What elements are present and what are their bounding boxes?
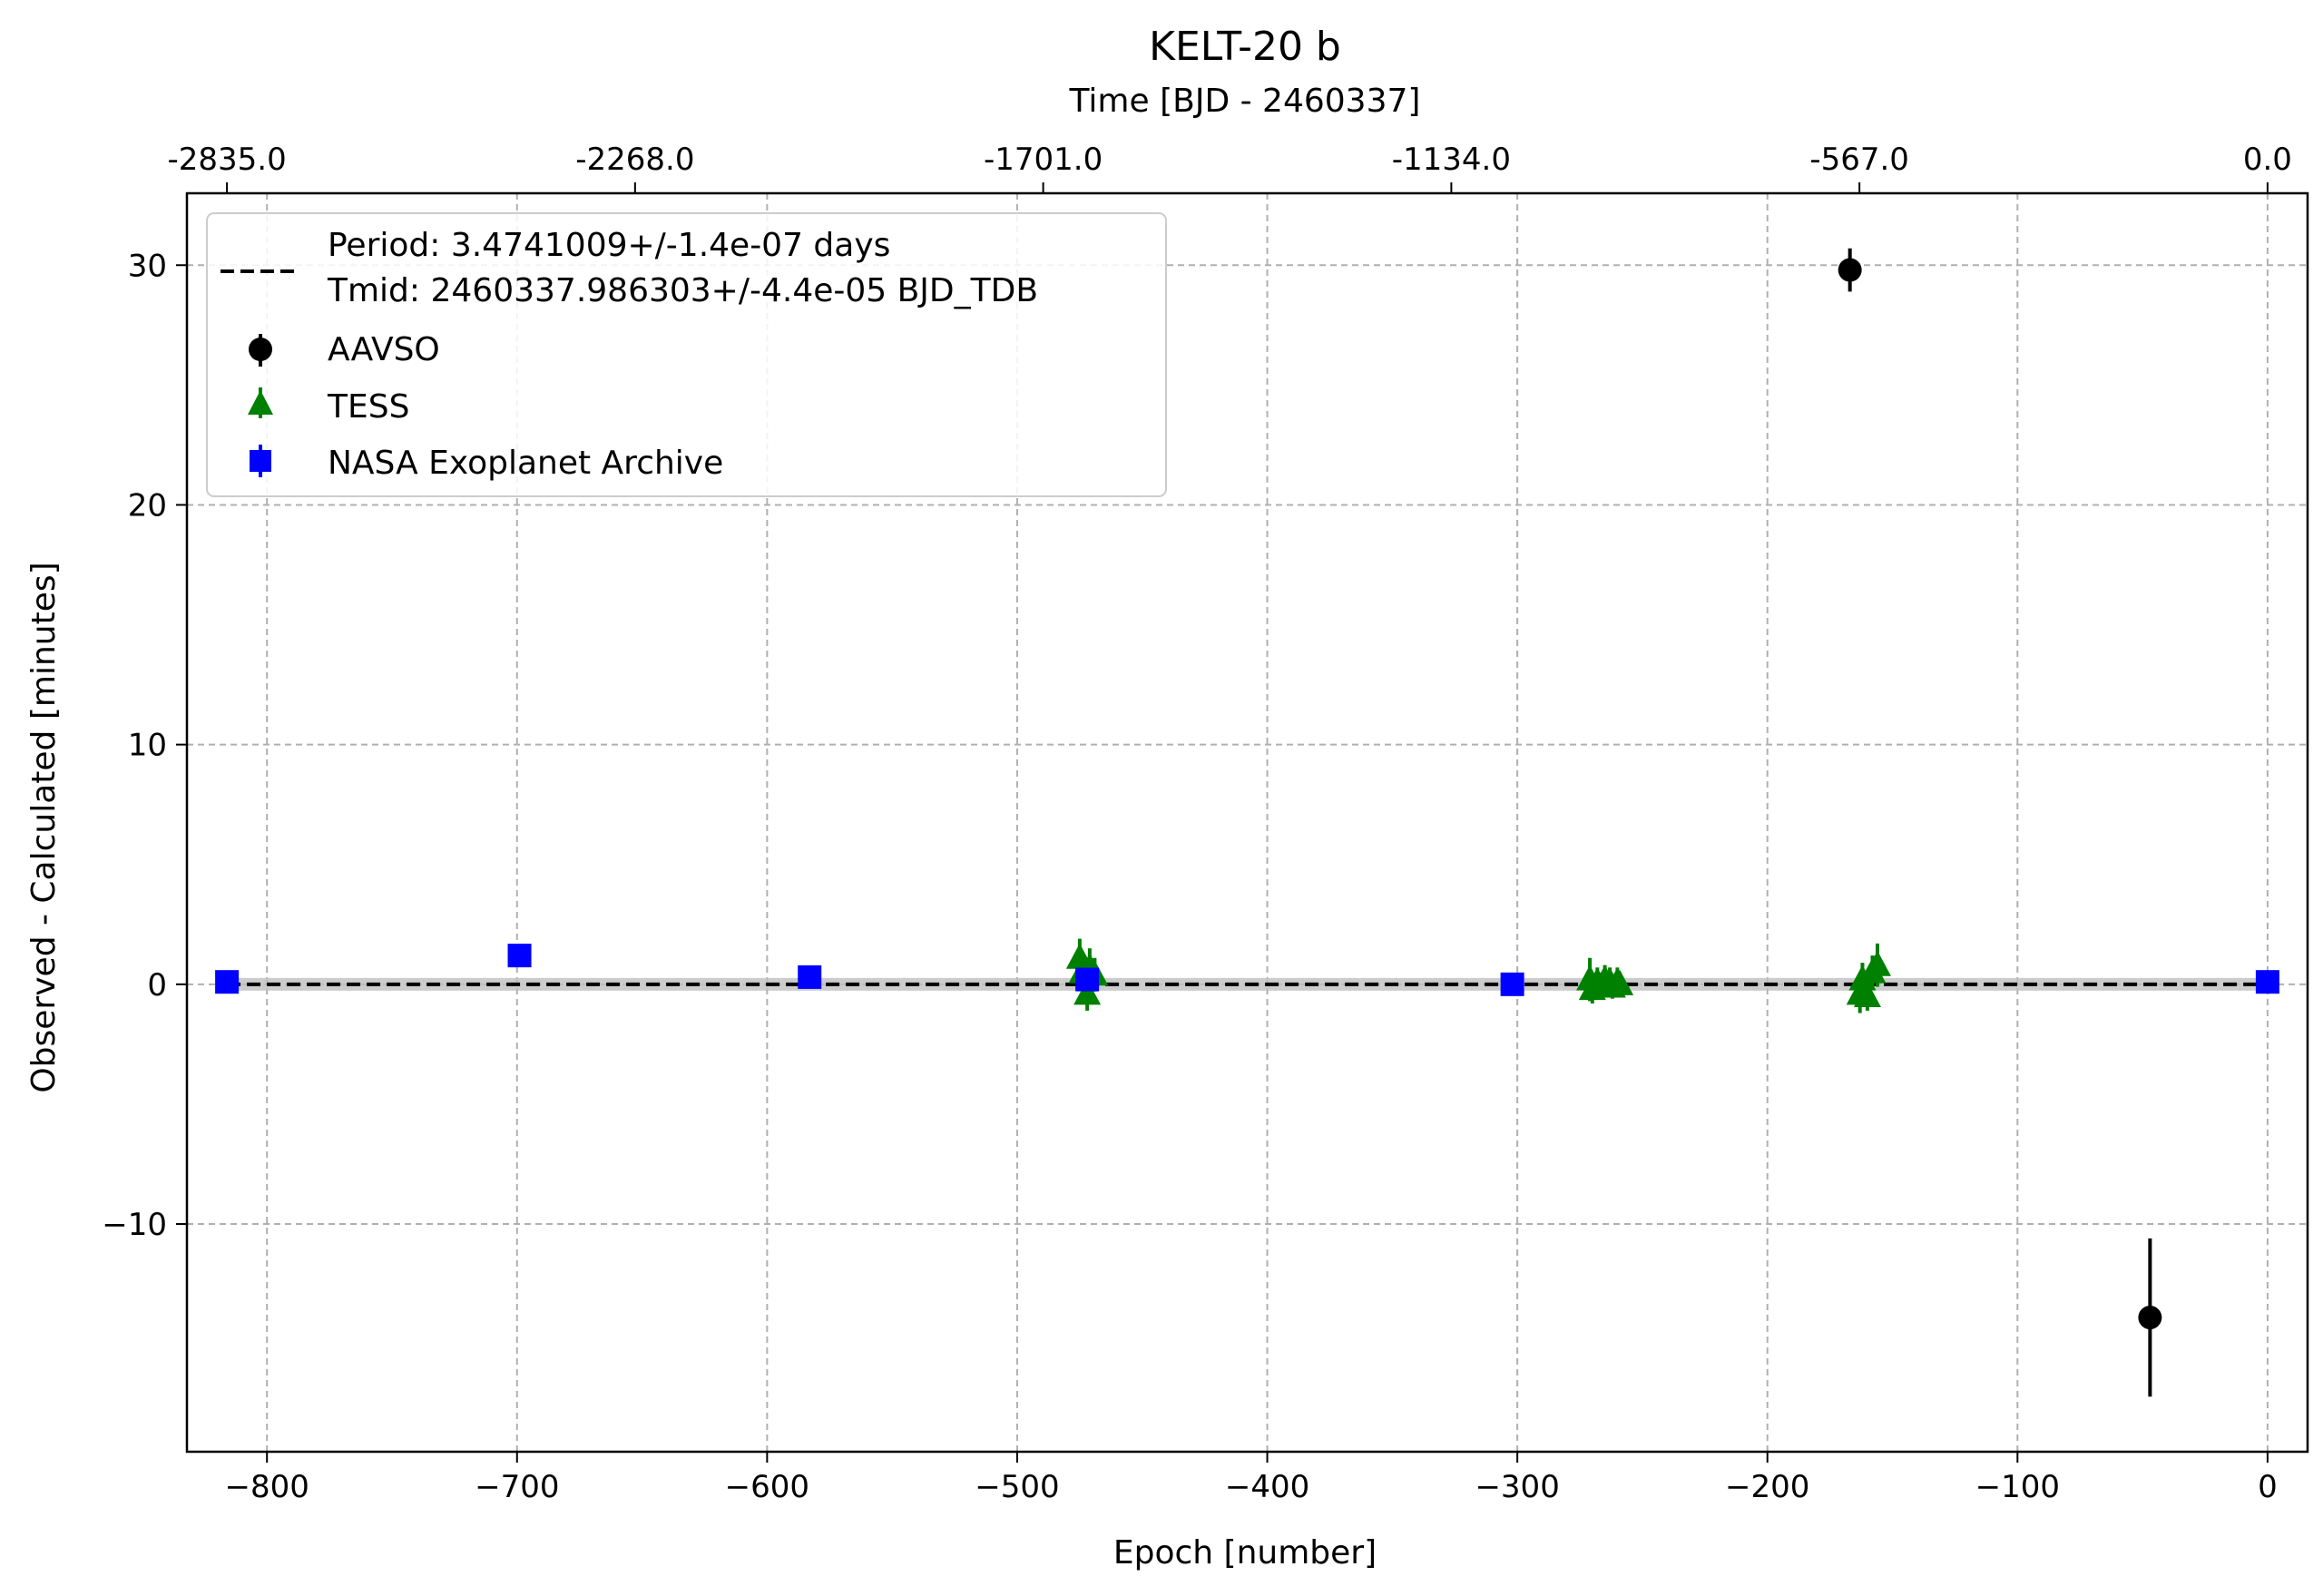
fit-line-group bbox=[227, 977, 2268, 991]
data-point bbox=[215, 970, 240, 994]
data-point bbox=[2255, 970, 2279, 994]
top-tick-label: -2268.0 bbox=[575, 142, 694, 178]
x-tick-label: −500 bbox=[975, 1469, 1059, 1505]
series-nasa-exoplanet-archive bbox=[215, 944, 2279, 996]
legend-aavso-marker bbox=[249, 338, 272, 361]
legend-fit-tmid: Tmid: 2460337.986303+/-4.4e-05 BJD_TDB bbox=[327, 272, 1038, 309]
x-tick-label: −200 bbox=[1725, 1469, 1809, 1505]
data-point bbox=[1863, 950, 1891, 976]
legend-aavso-label: AAVSO bbox=[328, 331, 440, 368]
x-tick-label: 0 bbox=[2258, 1469, 2278, 1505]
plot-frame bbox=[185, 191, 2309, 1454]
left-axis-ticks: −10 0 10 20 30 bbox=[102, 248, 187, 1243]
legend-tess-label: TESS bbox=[327, 388, 409, 426]
data-point bbox=[1075, 967, 1100, 992]
y-axis-title: Observed - Calculated [minutes] bbox=[25, 562, 63, 1092]
data-point bbox=[2138, 1306, 2162, 1330]
x-tick-label: −400 bbox=[1225, 1469, 1309, 1505]
y-tick-label: 20 bbox=[128, 487, 167, 524]
data-points bbox=[215, 248, 2279, 1397]
y-tick-label: −10 bbox=[102, 1207, 167, 1243]
x-tick-label: −800 bbox=[224, 1469, 309, 1505]
data-point bbox=[798, 964, 822, 989]
legend-box bbox=[206, 212, 1167, 497]
legend-nasa-label: NASA Exoplanet Archive bbox=[328, 445, 723, 482]
data-point bbox=[1606, 969, 1634, 995]
chart-title: KELT-20 b bbox=[1149, 24, 1341, 70]
x-axis-title: Epoch [number] bbox=[1113, 1534, 1377, 1572]
top-axis-ticks: -2835.0 -2268.0 -1701.0 -1134.0 -567.0 0.0 bbox=[167, 142, 2292, 193]
x-tick-label: −700 bbox=[475, 1469, 559, 1505]
legend: Period: 3.4741009+/-1.4e-07 days Tmid: 2… bbox=[206, 212, 1167, 497]
y-tick-label: 10 bbox=[128, 728, 167, 764]
y-tick-label: 0 bbox=[147, 967, 167, 1004]
series-aavso bbox=[1838, 248, 2162, 1397]
top-tick-label: -1134.0 bbox=[1392, 142, 1511, 178]
data-point bbox=[1853, 982, 1881, 1008]
data-point bbox=[1073, 979, 1102, 1005]
top-tick-label: -1701.0 bbox=[984, 142, 1103, 178]
legend-tess-marker bbox=[248, 390, 273, 415]
data-point bbox=[1500, 972, 1524, 996]
y-tick-label: 30 bbox=[128, 248, 167, 284]
top-tick-label: -567.0 bbox=[1809, 142, 1909, 178]
x-tick-label: −600 bbox=[725, 1469, 809, 1505]
x-tick-label: −100 bbox=[1975, 1469, 2060, 1505]
data-point bbox=[507, 944, 532, 968]
top-axis-title: Time [BJD - 2460337] bbox=[1069, 83, 1421, 120]
bottom-axis-ticks: −800 −700 −600 −500 −400 −300 −200 −100 0 bbox=[224, 1452, 2278, 1505]
data-point bbox=[1838, 258, 1862, 282]
top-tick-label: -2835.0 bbox=[167, 142, 286, 178]
legend-fit-period: Period: 3.4741009+/-1.4e-07 days bbox=[328, 227, 890, 264]
legend-nasa-marker bbox=[250, 450, 271, 472]
top-tick-label: 0.0 bbox=[2243, 142, 2292, 178]
x-tick-label: −300 bbox=[1475, 1469, 1559, 1505]
